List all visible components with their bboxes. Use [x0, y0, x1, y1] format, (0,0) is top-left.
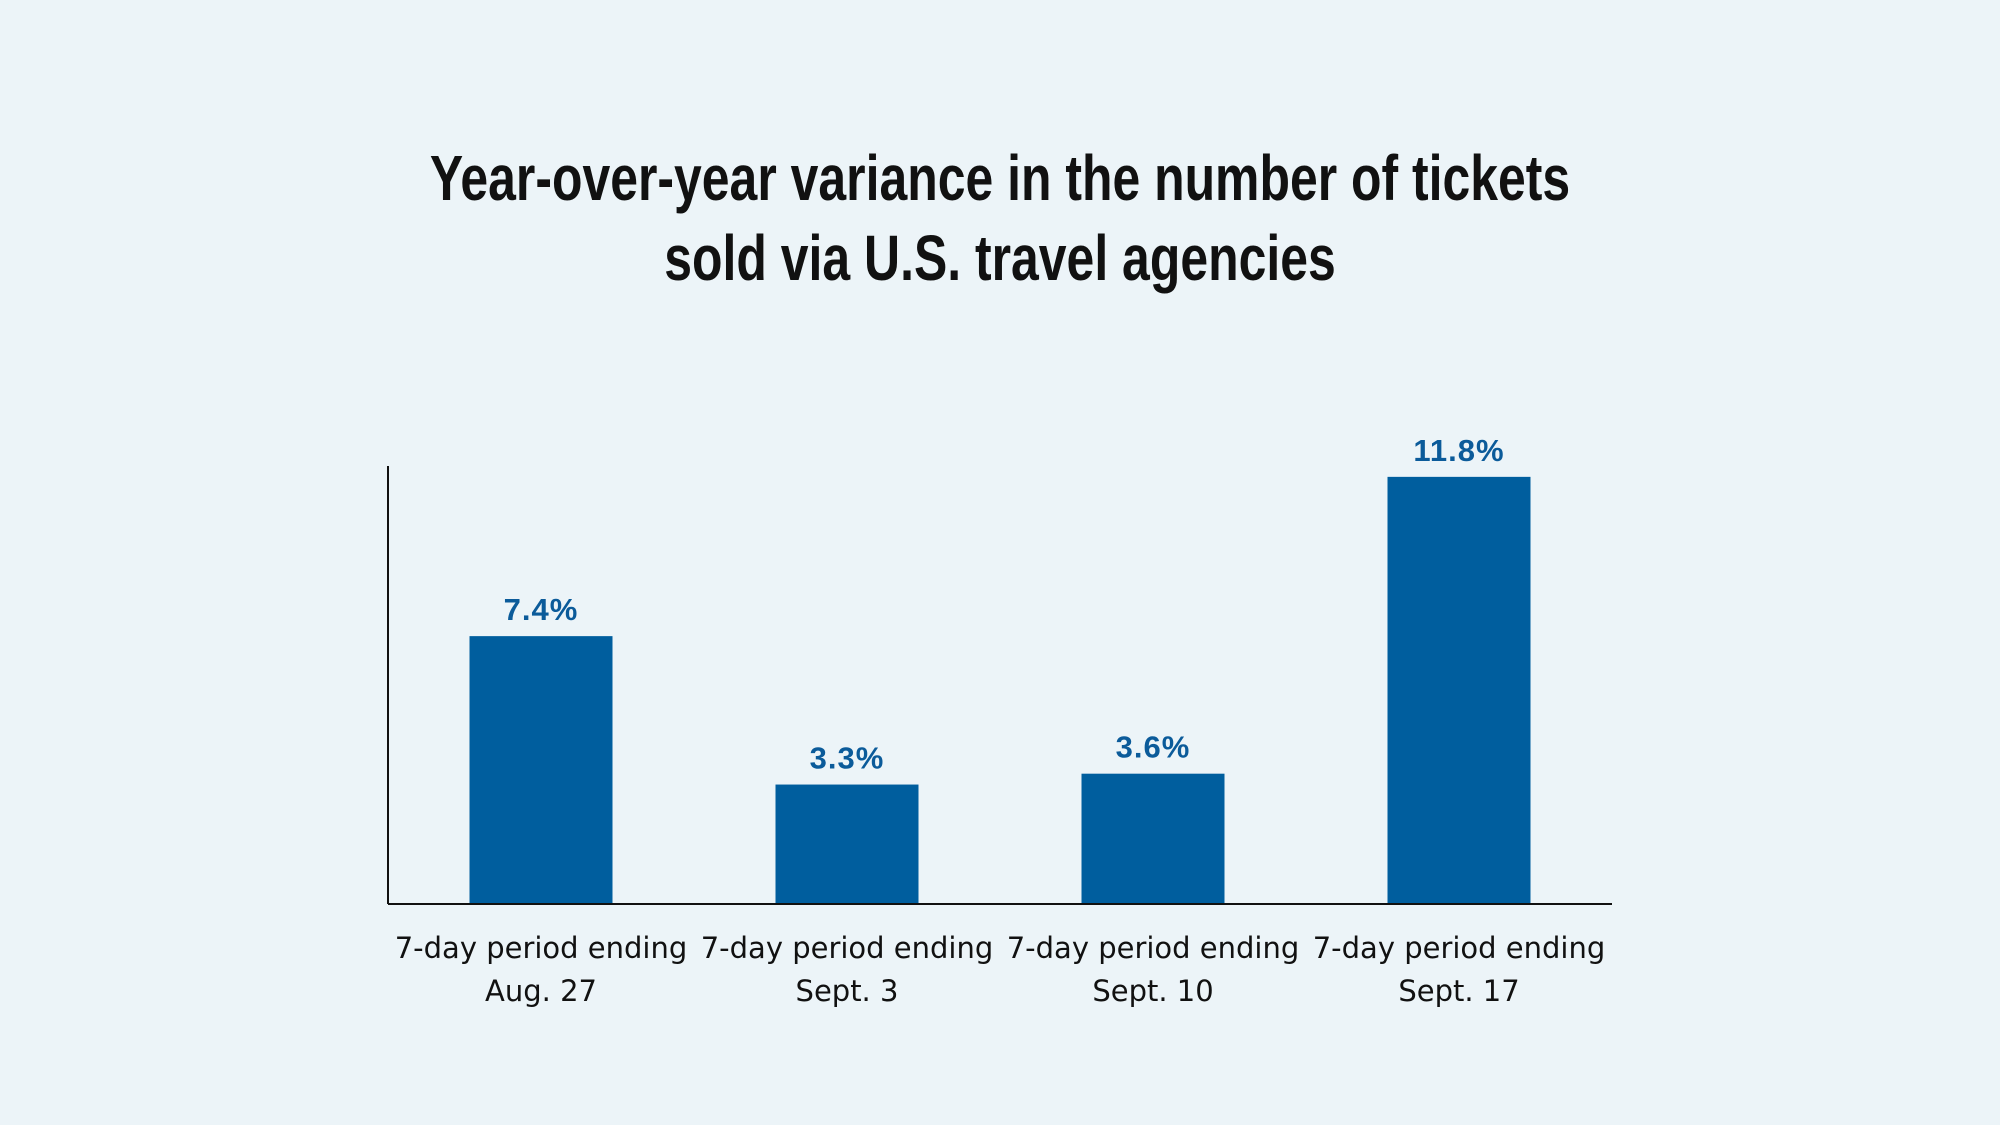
- value-label-3: 3.6%: [1116, 730, 1191, 765]
- chart-title-line-2: sold via U.S. travel agencies: [664, 222, 1336, 294]
- category-labels-group: 7-day period ending Aug. 27 7-day period e…: [395, 931, 1606, 1008]
- category-label-2-line-2: Sept. 3: [796, 974, 899, 1008]
- category-label-3-line-1: 7-day period ending: [1007, 931, 1300, 965]
- value-label-1: 7.4%: [504, 592, 579, 627]
- category-label-2-line-1: 7-day period ending: [701, 931, 994, 965]
- category-label-1-line-2: Aug. 27: [485, 974, 597, 1008]
- bar-4: [1387, 476, 1531, 903]
- chart-title: Year-over-year variance in the number of…: [220, 138, 1780, 298]
- bars-group: [469, 476, 1531, 903]
- chart-title-line-1: Year-over-year variance in the number of…: [429, 142, 1571, 214]
- bar-1: [469, 636, 613, 903]
- value-label-2: 3.3%: [810, 741, 885, 776]
- value-label-4: 11.8%: [1413, 433, 1504, 468]
- category-label-3-line-2: Sept. 10: [1092, 974, 1213, 1008]
- value-labels-group: 7.4% 3.3% 3.6% 11.8%: [504, 433, 1504, 776]
- category-label-1-line-1: 7-day period ending: [395, 931, 688, 965]
- bar-3: [1081, 773, 1225, 903]
- bar-2: [775, 784, 919, 903]
- category-label-4-line-2: Sept. 17: [1398, 974, 1519, 1008]
- category-label-4-line-1: 7-day period ending: [1313, 931, 1606, 965]
